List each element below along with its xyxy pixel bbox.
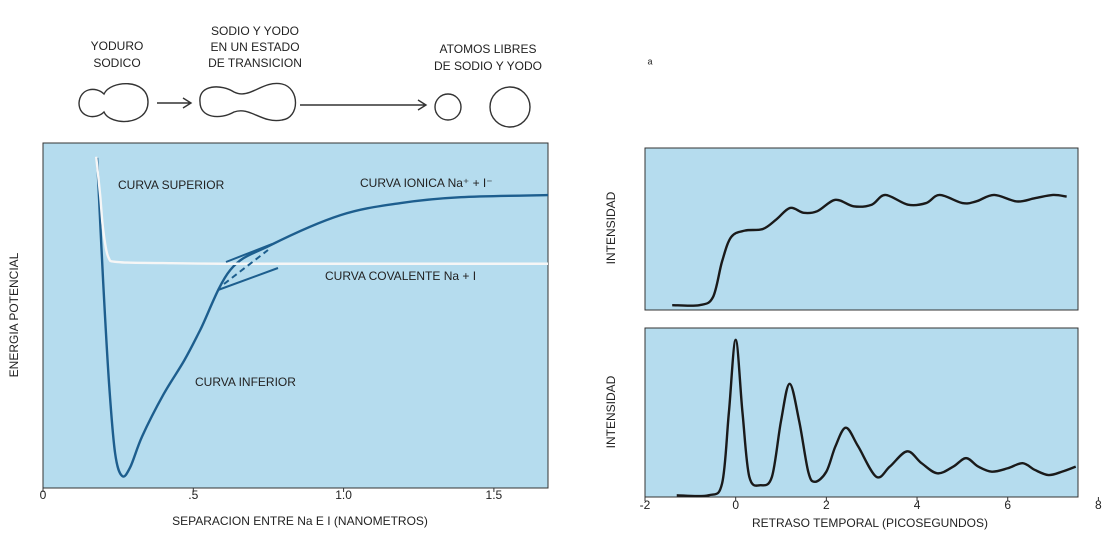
annotation: CURVA COVALENTE Na + I [325, 269, 476, 283]
sodium-atom [435, 94, 461, 120]
x-tick-label: 1.0 [335, 488, 352, 502]
x-tick-label: 2 [823, 498, 830, 512]
x-axis-label: SEPARACION ENTRE Na E I (NANOMETROS) [172, 514, 428, 528]
plot-panel [645, 148, 1078, 310]
plot-panel [645, 328, 1078, 497]
transition-shape [200, 83, 296, 120]
top-diagram: YODURO SODICO SODIO Y YODO EN UN ESTADO … [79, 24, 653, 127]
x-tick-label: 6 [1004, 498, 1011, 512]
arrow [300, 100, 426, 110]
x-tick-label: 8 [1095, 498, 1102, 512]
x-axis-label: RETRASO TEMPORAL (PICOSEGUNDOS) [752, 516, 988, 530]
diagram-label: SODIO Y YODO [211, 24, 299, 38]
diagram-label: SODICO [93, 56, 140, 70]
x-tick-label: -2 [640, 498, 651, 512]
diagram-label: EN UN ESTADO [210, 40, 299, 54]
diagram-label: DE TRANSICION [208, 56, 302, 70]
annotation: CURVA IONICA Na⁺ + I⁻ [360, 176, 493, 190]
y-axis-label: INTENSIDAD [604, 375, 618, 448]
figure: YODURO SODICO SODIO Y YODO EN UN ESTADO … [0, 0, 1110, 535]
annotation: CURVA SUPERIOR [118, 178, 225, 192]
x-tick-label: 1.5 [486, 488, 503, 502]
plots: CURVA SUPERIOR CURVA IONICA Na⁺ + I⁻ CURVA… [7, 143, 1102, 530]
annotation: CURVA INFERIOR [195, 375, 296, 389]
x-tick-label: .5 [188, 488, 198, 502]
panel-marker: a [647, 56, 652, 66]
diagram-label: DE SODIO Y YODO [434, 59, 542, 73]
y-axis-label: ENERGIA POTENCIAL [7, 252, 21, 377]
y-axis-label: INTENSIDAD [604, 191, 618, 264]
iodine-atom [490, 87, 530, 127]
plot-panel [43, 143, 548, 488]
diagram-label: YODURO [91, 39, 144, 53]
molecule-shape [79, 84, 148, 122]
arrow [157, 98, 191, 108]
x-tick-label: 4 [914, 498, 921, 512]
x-tick-label: 0 [732, 498, 739, 512]
x-tick-label: 0 [40, 488, 47, 502]
diagram-label: ATOMOS LIBRES [440, 42, 537, 56]
